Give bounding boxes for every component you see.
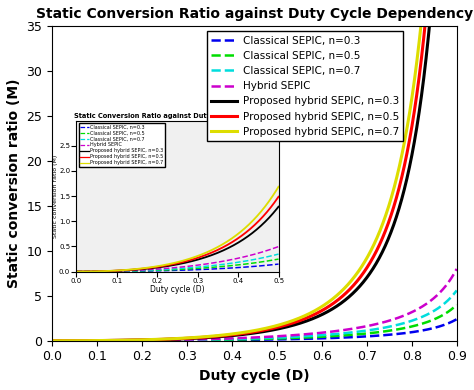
Proposed hybrid SEPIC, n=0.5 — [49, 339, 55, 343]
Hybrid SEPIC — [119, 338, 125, 343]
Classical SEPIC, n=0.3 — [454, 317, 459, 321]
Proposed hybrid SEPIC, n=0.3 — [49, 339, 55, 343]
Classical SEPIC, n=0.7 — [222, 337, 228, 342]
Classical SEPIC, n=0.5 — [204, 338, 210, 342]
Hybrid SEPIC — [402, 313, 408, 317]
Classical SEPIC, n=0.5 — [119, 338, 125, 343]
Proposed hybrid SEPIC, n=0.5 — [402, 160, 408, 165]
Line: Proposed hybrid SEPIC, n=0.3: Proposed hybrid SEPIC, n=0.3 — [52, 22, 430, 341]
Classical SEPIC, n=0.3 — [95, 339, 101, 343]
Line: Classical SEPIC, n=0.3: Classical SEPIC, n=0.3 — [52, 319, 456, 341]
Classical SEPIC, n=0.5 — [446, 309, 452, 314]
Legend: Classical SEPIC, n=0.3, Classical SEPIC, n=0.5, Classical SEPIC, n=0.7, Hybrid S: Classical SEPIC, n=0.3, Classical SEPIC,… — [207, 32, 403, 141]
Classical SEPIC, n=0.3 — [49, 339, 55, 343]
Classical SEPIC, n=0.7 — [402, 321, 408, 325]
Classical SEPIC, n=0.5 — [95, 339, 101, 343]
Classical SEPIC, n=0.3 — [119, 339, 125, 343]
Proposed hybrid SEPIC, n=0.3 — [95, 338, 101, 343]
Line: Classical SEPIC, n=0.5: Classical SEPIC, n=0.5 — [52, 305, 456, 341]
Proposed hybrid SEPIC, n=0.3 — [402, 184, 408, 188]
Classical SEPIC, n=0.7 — [204, 337, 210, 342]
Classical SEPIC, n=0.7 — [119, 338, 125, 343]
Classical SEPIC, n=0.7 — [454, 288, 459, 293]
Proposed hybrid SEPIC, n=0.7 — [204, 334, 210, 339]
Proposed hybrid SEPIC, n=0.3 — [119, 338, 125, 343]
Classical SEPIC, n=0.3 — [402, 331, 408, 335]
Proposed hybrid SEPIC, n=0.7 — [119, 338, 125, 342]
Title: Static Conversion Ratio against Duty Cycle Dependency: Static Conversion Ratio against Duty Cyc… — [36, 7, 473, 21]
Y-axis label: Static conversion ratio (M): Static conversion ratio (M) — [7, 79, 21, 288]
Proposed hybrid SEPIC, n=0.3 — [222, 334, 228, 339]
Proposed hybrid SEPIC, n=0.7 — [49, 339, 55, 343]
Proposed hybrid SEPIC, n=0.3 — [204, 335, 210, 340]
Proposed hybrid SEPIC, n=0.7 — [222, 333, 228, 337]
Classical SEPIC, n=0.7 — [95, 339, 101, 343]
Classical SEPIC, n=0.3 — [222, 338, 228, 342]
Classical SEPIC, n=0.5 — [402, 326, 408, 330]
Line: Proposed hybrid SEPIC, n=0.5: Proposed hybrid SEPIC, n=0.5 — [52, 22, 425, 341]
Classical SEPIC, n=0.7 — [446, 297, 452, 302]
Classical SEPIC, n=0.5 — [49, 339, 55, 343]
Hybrid SEPIC — [446, 280, 452, 284]
Line: Proposed hybrid SEPIC, n=0.7: Proposed hybrid SEPIC, n=0.7 — [52, 23, 421, 341]
Hybrid SEPIC — [222, 336, 228, 341]
Proposed hybrid SEPIC, n=0.7 — [95, 338, 101, 343]
Hybrid SEPIC — [95, 339, 101, 343]
Classical SEPIC, n=0.7 — [49, 339, 55, 343]
X-axis label: Duty cycle (D): Duty cycle (D) — [199, 369, 310, 383]
Hybrid SEPIC — [204, 337, 210, 342]
Proposed hybrid SEPIC, n=0.5 — [119, 338, 125, 343]
Proposed hybrid SEPIC, n=0.5 — [95, 338, 101, 343]
Proposed hybrid SEPIC, n=0.5 — [204, 335, 210, 339]
Proposed hybrid SEPIC, n=0.5 — [222, 333, 228, 338]
Hybrid SEPIC — [49, 339, 55, 343]
Classical SEPIC, n=0.3 — [204, 338, 210, 343]
Classical SEPIC, n=0.5 — [222, 337, 228, 342]
Classical SEPIC, n=0.5 — [454, 303, 459, 307]
Line: Hybrid SEPIC: Hybrid SEPIC — [52, 269, 456, 341]
Line: Classical SEPIC, n=0.7: Classical SEPIC, n=0.7 — [52, 291, 456, 341]
Hybrid SEPIC — [454, 266, 459, 271]
Classical SEPIC, n=0.3 — [446, 321, 452, 326]
Proposed hybrid SEPIC, n=0.7 — [402, 136, 408, 141]
